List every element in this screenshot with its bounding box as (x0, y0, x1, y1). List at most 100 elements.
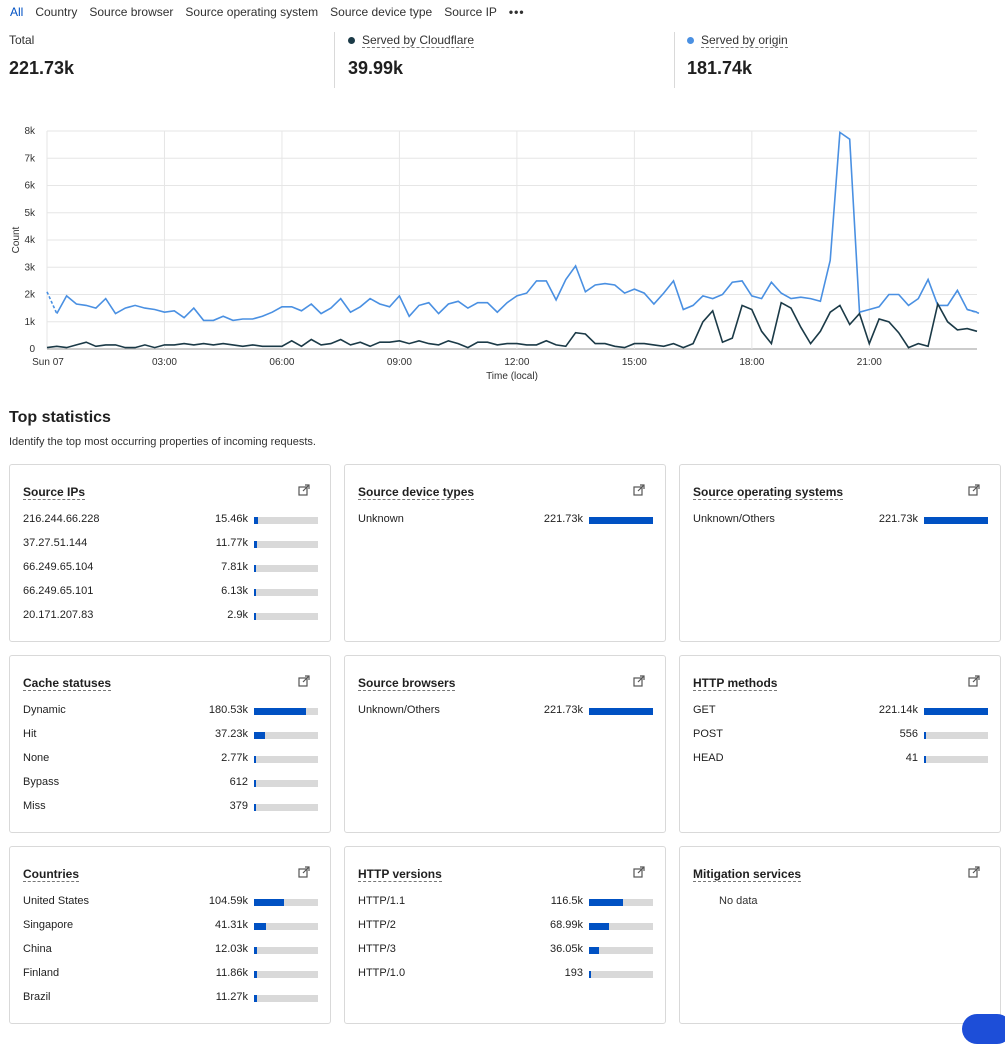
tab-source-operating-system[interactable]: Source operating system (185, 5, 319, 19)
card-row[interactable]: GET 221.14k (693, 704, 988, 720)
card-row[interactable]: Unknown/Others 221.73k (358, 704, 653, 720)
row-share-bar (254, 541, 318, 548)
row-share-fill (589, 517, 653, 524)
stat-card-cache-statuses: Cache statuses Dynamic 180.53k Hit 37.23k Non… (9, 655, 331, 833)
requests-line-chart[interactable]: 0 1k 2k 3k 4k 5k 6k 7k 8k Sun 07 03:00 06:00 09:00 12… (0, 118, 1005, 388)
row-share-fill (589, 971, 591, 978)
card-row[interactable]: None 2.77k (23, 752, 318, 768)
card-row[interactable]: 20.171.207.83 2.9k (23, 609, 318, 625)
tab-source-browser[interactable]: Source browser (89, 5, 174, 19)
expand-icon[interactable] (633, 483, 645, 496)
expand-icon[interactable] (298, 483, 310, 496)
row-value: 15.46k (214, 513, 248, 525)
card-title[interactable]: Countries (23, 867, 80, 882)
row-share-bar (254, 565, 318, 572)
tab-source-ip[interactable]: Source IP (444, 5, 497, 19)
card-row[interactable]: 66.249.65.101 6.13k (23, 585, 318, 601)
stat-total-value: 221.73k (9, 58, 75, 78)
row-share-bar (254, 899, 318, 906)
chat-button[interactable] (962, 1014, 1005, 1044)
card-row[interactable]: United States 104.59k (23, 895, 318, 911)
card-row[interactable]: Finland 11.86k (23, 967, 318, 983)
origin-legend-dot (687, 36, 694, 44)
row-key: HTTP/1.0 (358, 967, 406, 979)
card-title[interactable]: Mitigation services (693, 867, 802, 882)
row-key: Dynamic (23, 704, 66, 716)
row-share-bar (589, 708, 653, 715)
card-row[interactable]: Brazil 11.27k (23, 991, 318, 1007)
row-key: Bypass (23, 776, 60, 788)
y-tick-label: 7k (24, 153, 36, 164)
x-tick-label: 06:00 (269, 357, 294, 368)
stat-card-mitigation-services: Mitigation services No data (679, 846, 1001, 1024)
expand-icon[interactable] (968, 483, 980, 496)
row-value: 193 (564, 967, 583, 979)
card-row[interactable]: Singapore 41.31k (23, 919, 318, 935)
row-share-fill (254, 565, 256, 572)
more-tabs-button[interactable]: ••• (508, 5, 525, 19)
card-row[interactable]: HTTP/2 68.99k (358, 919, 653, 935)
card-title[interactable]: HTTP methods (693, 676, 778, 691)
stat-card-http-methods: HTTP methods GET 221.14k POST 556 HEAD 41 (679, 655, 1001, 833)
row-share-fill (254, 899, 284, 906)
row-value: 6.13k (221, 585, 248, 597)
row-share-bar (254, 517, 318, 524)
row-share-fill (254, 756, 256, 763)
row-share-bar (254, 732, 318, 739)
row-share-fill (589, 923, 609, 930)
stat-cloudflare-label[interactable]: Served by Cloudflare (362, 32, 475, 48)
row-value: 612 (229, 776, 248, 788)
card-row[interactable]: China 12.03k (23, 943, 318, 959)
card-row[interactable]: Unknown 221.73k (358, 513, 653, 529)
row-share-fill (589, 947, 599, 954)
row-value: 180.53k (208, 704, 248, 716)
expand-icon[interactable] (298, 674, 310, 687)
row-key: HTTP/3 (358, 943, 396, 955)
expand-icon[interactable] (968, 674, 980, 687)
card-row[interactable]: Unknown/Others 221.73k (693, 513, 988, 529)
card-row[interactable]: 66.249.65.104 7.81k (23, 561, 318, 577)
row-share-bar (254, 708, 318, 715)
expand-icon[interactable] (633, 865, 645, 878)
stat-origin-label[interactable]: Served by origin (701, 32, 788, 48)
tab-source-device-type[interactable]: Source device type (330, 5, 433, 19)
card-row[interactable]: HTTP/3 36.05k (358, 943, 653, 959)
card-title[interactable]: Cache statuses (23, 676, 112, 691)
row-share-bar (254, 756, 318, 763)
row-share-fill (254, 541, 257, 548)
card-row[interactable]: Bypass 612 (23, 776, 318, 792)
card-row[interactable]: POST 556 (693, 728, 988, 744)
card-row[interactable]: HTTP/1.0 193 (358, 967, 653, 983)
row-value: 11.86k (215, 967, 248, 979)
card-title[interactable]: Source device types (358, 485, 475, 500)
no-data-message: No data (719, 895, 758, 907)
tab-country[interactable]: Country (35, 5, 78, 19)
tab-all[interactable]: All (10, 5, 24, 19)
card-title[interactable]: Source operating systems (693, 485, 844, 500)
expand-icon[interactable] (968, 865, 980, 878)
stat-card-source-device-types: Source device types Unknown 221.73k (344, 464, 666, 642)
row-share-fill (254, 613, 256, 620)
row-key: GET (693, 704, 716, 716)
row-value: 68.99k (549, 919, 583, 931)
card-row[interactable]: HTTP/1.1 116.5k (358, 895, 653, 911)
card-row[interactable]: HEAD 41 (693, 752, 988, 768)
card-row[interactable]: Dynamic 180.53k (23, 704, 318, 720)
card-title[interactable]: Source browsers (358, 676, 456, 691)
card-title[interactable]: HTTP versions (358, 867, 442, 882)
row-share-bar (254, 589, 318, 596)
card-title[interactable]: Source IPs (23, 485, 86, 500)
card-row[interactable]: 37.27.51.144 11.77k (23, 537, 318, 553)
row-key: Unknown/Others (358, 704, 440, 716)
card-row[interactable]: Miss 379 (23, 800, 318, 816)
row-value: 556 (899, 728, 918, 740)
card-row[interactable]: 216.244.66.228 15.46k (23, 513, 318, 529)
stat-card-http-versions: HTTP versions HTTP/1.1 116.5k HTTP/2 68.99k H… (344, 846, 666, 1024)
expand-icon[interactable] (633, 674, 645, 687)
row-value: 11.27k (215, 991, 248, 1003)
card-row[interactable]: Hit 37.23k (23, 728, 318, 744)
expand-icon[interactable] (298, 865, 310, 878)
row-value: 2.9k (227, 609, 248, 621)
row-share-fill (254, 923, 266, 930)
filter-tabs: All Country Source browser Source operat… (10, 4, 537, 20)
